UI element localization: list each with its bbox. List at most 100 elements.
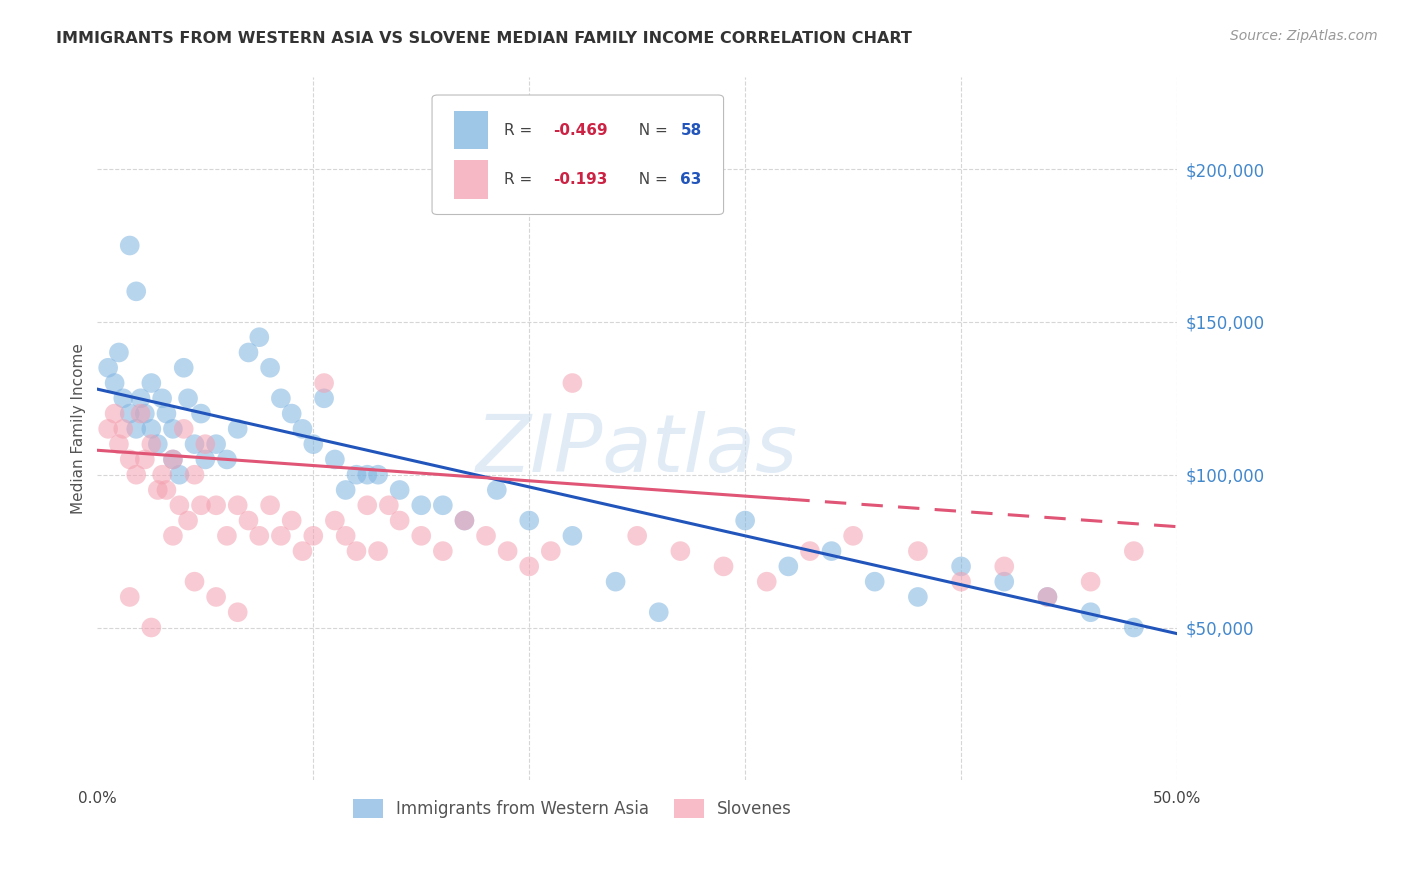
Slovenes	[141, 620, 163, 634]
Immigrants from Western Asia	[125, 285, 148, 299]
Immigrants from Western Asia	[388, 483, 411, 497]
Slovenes	[146, 483, 169, 497]
Slovenes	[150, 467, 173, 482]
FancyBboxPatch shape	[454, 160, 488, 199]
Immigrants from Western Asia	[950, 559, 973, 574]
Slovenes	[169, 498, 191, 512]
Slovenes	[134, 452, 156, 467]
Slovenes	[183, 467, 205, 482]
Slovenes	[183, 574, 205, 589]
Slovenes	[1036, 590, 1059, 604]
Slovenes	[226, 605, 249, 619]
Text: R =: R =	[505, 123, 537, 137]
Immigrants from Western Asia	[183, 437, 205, 451]
Slovenes	[755, 574, 778, 589]
Immigrants from Western Asia	[367, 467, 389, 482]
Immigrants from Western Asia	[173, 360, 195, 375]
Immigrants from Western Asia	[1036, 590, 1059, 604]
Slovenes	[713, 559, 735, 574]
Y-axis label: Median Family Income: Median Family Income	[72, 343, 86, 515]
Immigrants from Western Asia	[259, 360, 281, 375]
Slovenes	[215, 529, 238, 543]
Slovenes	[141, 437, 163, 451]
Immigrants from Western Asia	[97, 360, 120, 375]
Immigrants from Western Asia	[820, 544, 842, 558]
Slovenes	[259, 498, 281, 512]
Immigrants from Western Asia	[517, 514, 540, 528]
Slovenes	[194, 437, 217, 451]
Immigrants from Western Asia	[356, 467, 378, 482]
Text: Source: ZipAtlas.com: Source: ZipAtlas.com	[1230, 29, 1378, 43]
Immigrants from Western Asia	[312, 392, 335, 406]
Slovenes	[108, 437, 131, 451]
Slovenes	[540, 544, 562, 558]
Slovenes	[356, 498, 378, 512]
Immigrants from Western Asia	[162, 452, 184, 467]
Slovenes	[247, 529, 270, 543]
Slovenes	[388, 514, 411, 528]
Slovenes	[177, 514, 200, 528]
Text: IMMIGRANTS FROM WESTERN ASIA VS SLOVENE MEDIAN FAMILY INCOME CORRELATION CHART: IMMIGRANTS FROM WESTERN ASIA VS SLOVENE …	[56, 31, 912, 46]
Immigrants from Western Asia	[453, 514, 475, 528]
Slovenes	[993, 559, 1015, 574]
Immigrants from Western Asia	[190, 407, 212, 421]
Immigrants from Western Asia	[155, 407, 177, 421]
Slovenes	[799, 544, 821, 558]
Immigrants from Western Asia	[485, 483, 508, 497]
Immigrants from Western Asia	[648, 605, 671, 619]
Slovenes	[97, 422, 120, 436]
Immigrants from Western Asia	[302, 437, 325, 451]
Slovenes	[367, 544, 389, 558]
Immigrants from Western Asia	[323, 452, 346, 467]
Slovenes	[1080, 574, 1102, 589]
Slovenes	[669, 544, 692, 558]
Slovenes	[125, 467, 148, 482]
Slovenes	[226, 498, 249, 512]
Immigrants from Western Asia	[605, 574, 627, 589]
Text: -0.469: -0.469	[553, 123, 607, 137]
Slovenes	[496, 544, 519, 558]
Slovenes	[335, 529, 357, 543]
Immigrants from Western Asia	[141, 376, 163, 390]
Slovenes	[842, 529, 865, 543]
Slovenes	[280, 514, 302, 528]
Immigrants from Western Asia	[335, 483, 357, 497]
Legend: Immigrants from Western Asia, Slovenes: Immigrants from Western Asia, Slovenes	[346, 792, 799, 825]
Immigrants from Western Asia	[863, 574, 886, 589]
Slovenes	[270, 529, 292, 543]
Text: N =: N =	[628, 123, 672, 137]
Immigrants from Western Asia	[118, 407, 141, 421]
Immigrants from Western Asia	[993, 574, 1015, 589]
Slovenes	[517, 559, 540, 574]
Immigrants from Western Asia	[141, 422, 163, 436]
Text: ZIPatlas: ZIPatlas	[477, 411, 799, 489]
Slovenes	[155, 483, 177, 497]
FancyBboxPatch shape	[432, 95, 724, 214]
Immigrants from Western Asia	[291, 422, 314, 436]
Immigrants from Western Asia	[411, 498, 433, 512]
Slovenes	[302, 529, 325, 543]
Slovenes	[432, 544, 454, 558]
Slovenes	[118, 590, 141, 604]
Immigrants from Western Asia	[134, 407, 156, 421]
Immigrants from Western Asia	[118, 238, 141, 252]
Immigrants from Western Asia	[194, 452, 217, 467]
Slovenes	[291, 544, 314, 558]
Immigrants from Western Asia	[205, 437, 228, 451]
Text: -0.193: -0.193	[553, 172, 607, 186]
Immigrants from Western Asia	[1080, 605, 1102, 619]
Immigrants from Western Asia	[169, 467, 191, 482]
Slovenes	[162, 529, 184, 543]
Slovenes	[346, 544, 368, 558]
FancyBboxPatch shape	[454, 111, 488, 150]
Slovenes	[453, 514, 475, 528]
Immigrants from Western Asia	[112, 392, 135, 406]
Slovenes	[561, 376, 583, 390]
Text: R =: R =	[505, 172, 537, 186]
Slovenes	[190, 498, 212, 512]
Immigrants from Western Asia	[125, 422, 148, 436]
Immigrants from Western Asia	[108, 345, 131, 359]
Immigrants from Western Asia	[104, 376, 127, 390]
Immigrants from Western Asia	[177, 392, 200, 406]
Slovenes	[626, 529, 648, 543]
